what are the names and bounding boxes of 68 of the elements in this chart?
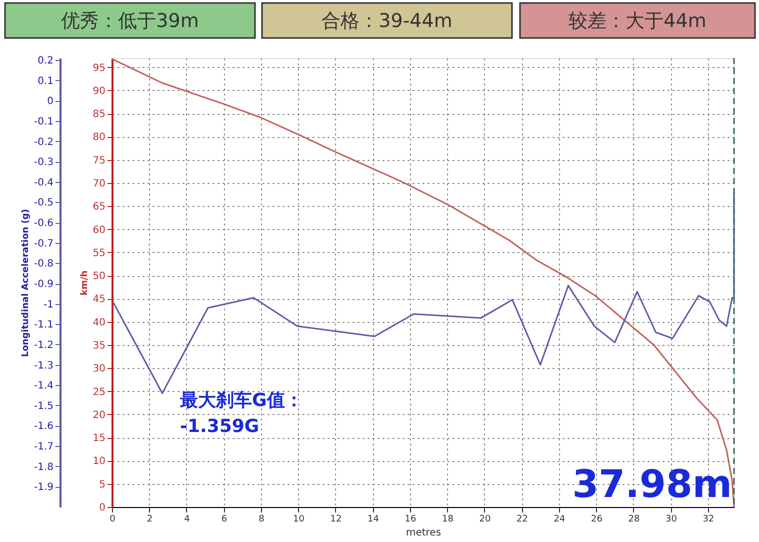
y-tick-label: 75: [92, 155, 106, 166]
annotation: 37.98m: [572, 462, 732, 506]
x-tick-label: 14: [367, 514, 380, 524]
x-tick-label: 16: [404, 514, 416, 524]
x-tick-label: 2: [146, 514, 153, 524]
y2-tick-label: -0.1: [34, 116, 54, 128]
line-series: [111, 58, 735, 508]
y2-tick-label: -1.4: [34, 380, 54, 392]
x-tick-label: 12: [330, 514, 342, 524]
y-tick-label: 95: [92, 62, 106, 74]
y2-tick-label: -1.7: [34, 442, 54, 453]
y-tick-label: 85: [92, 109, 106, 120]
y2-tick-label: -1.6: [34, 421, 54, 432]
y-tick-label: 90: [92, 86, 106, 97]
y2-tick-label: -1.2: [34, 340, 54, 351]
y2-tick-label: -1.9: [34, 482, 54, 494]
y-axis-title: km/h: [80, 270, 90, 296]
y2-tick-label: 0: [47, 96, 54, 108]
y2-tick-label: -0.3: [34, 157, 54, 168]
x-tick-label: 8: [258, 514, 265, 524]
x-tick-label: 28: [628, 514, 640, 524]
y-tick-label: 45: [92, 294, 106, 306]
y-tick-label: 5: [99, 479, 106, 490]
y-tick-label: 35: [92, 340, 106, 352]
x-tick-label: 10: [293, 514, 305, 524]
annotation: 最大刹车G值： -1.359G: [179, 390, 303, 437]
y-tick-label: 30: [92, 364, 106, 375]
x-axis-title: metres: [406, 528, 442, 538]
y-tick-label: 25: [92, 386, 106, 398]
y-tick-label: 50: [92, 271, 106, 282]
y-tick-label: 15: [92, 433, 106, 444]
x-tick-label: 22: [516, 514, 528, 524]
y-tick-label: 40: [92, 317, 106, 328]
x-tick-label: 6: [221, 514, 228, 524]
y2-tick-label: -0.9: [34, 279, 54, 290]
text: 优秀：低于39m: [61, 10, 199, 32]
x-tick-label: 0: [110, 514, 116, 524]
y2-tick-label: -0.4: [34, 177, 54, 188]
y-tick-label: 60: [92, 224, 106, 236]
y2-tick-label: -0.7: [34, 238, 54, 250]
y2-tick-label: -1.1: [34, 320, 54, 331]
text: 合格：39-44m: [322, 10, 452, 32]
y2-axis-title: Longitudinal Acceleration (g): [20, 208, 31, 358]
y2-tick-label: -0.2: [34, 136, 54, 148]
x-tick-label: 32: [702, 514, 714, 524]
y-tick-label: 20: [92, 410, 106, 421]
y2-tick-label: -0.6: [34, 218, 54, 230]
y2-tick-label: -1.5: [34, 400, 54, 412]
y-tick-label: 10: [92, 456, 106, 468]
y2-tick-label: -0.8: [34, 258, 54, 270]
y2-tick-label: 0.1: [38, 76, 54, 87]
y2-tick-label: 0.2: [38, 56, 54, 67]
x-tick-label: 18: [442, 514, 454, 524]
y-tick-label: 0: [99, 502, 106, 514]
x-tick-label: 4: [184, 514, 190, 524]
x-tick-label: 26: [590, 514, 603, 524]
x-tick-label: 20: [479, 514, 491, 524]
y2-tick-label: -1.8: [34, 462, 54, 473]
y-tick-label: 80: [92, 132, 106, 144]
y2-tick-label: -1.3: [34, 360, 54, 372]
y-tick-label: 55: [92, 248, 106, 259]
y2-tick-label: -1: [44, 299, 54, 310]
x-tick-label: 30: [665, 514, 678, 524]
y2-tick-label: -0.5: [34, 198, 54, 209]
y-tick-label: 65: [92, 202, 106, 213]
y-tick-label: 70: [92, 178, 106, 190]
text: 较差：大于44m: [568, 10, 706, 32]
x-tick-label: 24: [554, 514, 566, 524]
